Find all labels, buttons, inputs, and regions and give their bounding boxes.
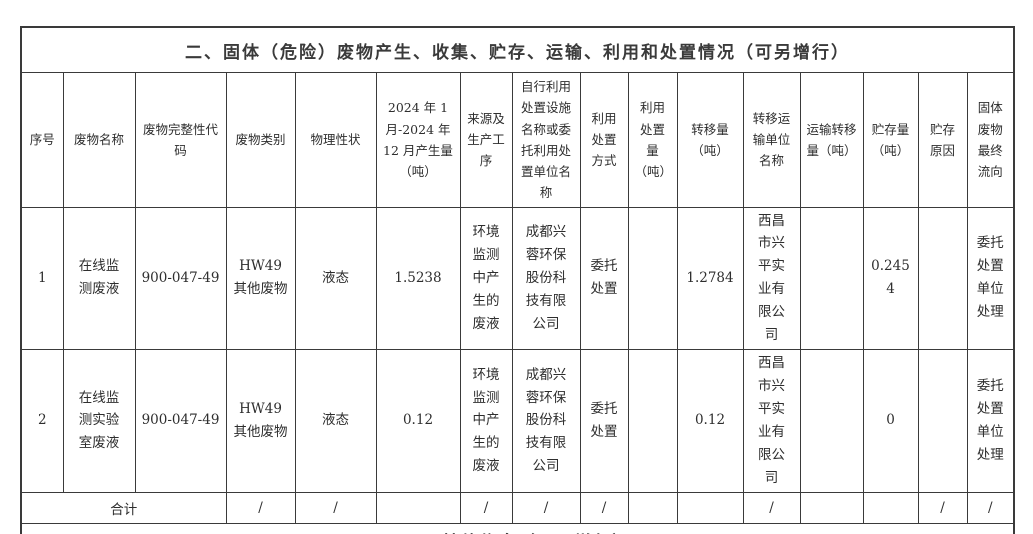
table-row: 2 在线监测实验室废液 900-047-49 HW49 其他废物 液态 0.12… [20, 349, 1015, 493]
cell-transport-transfer-amount [799, 349, 864, 493]
cell-storage-amount: 0 [862, 349, 919, 493]
cell-source-process: 环境监测中产生的废液 [459, 349, 513, 493]
cell-serial-number: 1 [20, 206, 64, 351]
cell-waste-category: HW49 其他废物 [225, 206, 296, 351]
cell-waste-name: 在线监测废液 [62, 206, 136, 351]
header-cell-disposal-amount: 利用处置量（吨） [627, 72, 678, 208]
cell-disposal-method: 委托处置 [579, 206, 629, 351]
header-cell-waste-name: 废物名称 [62, 72, 136, 208]
cell-storage-amount: 0.2454 [862, 206, 919, 351]
header-cell-annual-generation: 2024 年 1 月-2024 年 12 月产生量（吨） [375, 72, 461, 208]
total-row: 合计 / / / / / / / / [20, 491, 1015, 524]
total-cell-source-process: / [459, 491, 513, 524]
section2-title-row: 二、固体（危险）废物产生、收集、贮存、运输、利用和处置情况（可另增行） [20, 26, 1015, 73]
cell-disposal-amount [627, 349, 678, 493]
cell-transport-company: 西昌市兴平实业有限公司 [742, 349, 801, 493]
cell-physical-state: 液态 [294, 206, 377, 351]
total-label: 合计 [20, 491, 227, 524]
total-cell-transfer-amount [676, 491, 744, 524]
header-cell-waste-category: 废物类别 [225, 72, 296, 208]
total-cell-disposal-facility: / [511, 491, 581, 524]
table-header-row: 序号 废物名称 废物完整性代码 废物类别 物理性状 2024 年 1 月-202… [20, 72, 1015, 208]
header-cell-storage-amount: 贮存量（吨） [862, 72, 919, 208]
cell-transfer-amount: 0.12 [676, 349, 744, 493]
total-cell-disposal-method: / [579, 491, 629, 524]
header-cell-transfer-amount: 转移量（吨） [676, 72, 744, 208]
cell-waste-code: 900-047-49 [134, 349, 227, 493]
cell-transport-company: 西昌市兴平实业有限公司 [742, 206, 801, 351]
cell-waste-category: HW49 其他废物 [225, 349, 296, 493]
hazardous-waste-table: 二、固体（危险）废物产生、收集、贮存、运输、利用和处置情况（可另增行） 序号 废… [20, 26, 1015, 534]
header-cell-storage-reason: 贮存原因 [917, 72, 968, 208]
cell-transfer-amount: 1.2784 [676, 206, 744, 351]
cell-disposal-method: 委托处置 [579, 349, 629, 493]
header-cell-waste-code: 废物完整性代码 [134, 72, 227, 208]
total-cell-waste-category: / [225, 491, 296, 524]
header-cell-transport-transfer-amount: 运输转移量（吨） [799, 72, 864, 208]
header-cell-source-process: 来源及生产工序 [459, 72, 513, 208]
total-cell-disposal-amount [627, 491, 678, 524]
cell-physical-state: 液态 [294, 349, 377, 493]
total-cell-physical-state: / [294, 491, 377, 524]
total-cell-final-destination: / [966, 491, 1015, 524]
section2-title: 二、固体（危险）废物产生、收集、贮存、运输、利用和处置情况（可另增行） [20, 26, 1015, 73]
section3-title: 三、其他信息（可另增行） [20, 522, 1015, 534]
header-cell-transport-company: 转移运输单位名称 [742, 72, 801, 208]
header-cell-disposal-method: 利用处置方式 [579, 72, 629, 208]
cell-final-destination: 委托处置单位处理 [966, 206, 1015, 351]
total-cell-storage-reason: / [917, 491, 968, 524]
cell-waste-name: 在线监测实验室废液 [62, 349, 136, 493]
header-cell-serial-number: 序号 [20, 72, 64, 208]
cell-storage-reason [917, 349, 968, 493]
total-cell-storage-amount [862, 491, 919, 524]
cell-disposal-facility: 成都兴蓉环保股份科技有限公司 [511, 206, 581, 351]
total-cell-annual-generation [375, 491, 461, 524]
cell-disposal-facility: 成都兴蓉环保股份科技有限公司 [511, 349, 581, 493]
cell-annual-generation: 1.5238 [375, 206, 461, 351]
header-cell-physical-state: 物理性状 [294, 72, 377, 208]
cell-serial-number: 2 [20, 349, 64, 493]
cell-disposal-amount [627, 206, 678, 351]
cell-annual-generation: 0.12 [375, 349, 461, 493]
cell-waste-code: 900-047-49 [134, 206, 227, 351]
cell-transport-transfer-amount [799, 206, 864, 351]
header-cell-final-destination: 固体废物最终流向 [966, 72, 1015, 208]
cell-final-destination: 委托处置单位处理 [966, 349, 1015, 493]
section3-title-row: 三、其他信息（可另增行） [20, 522, 1015, 534]
header-cell-disposal-facility: 自行利用处置设施名称或委托利用处置单位名称 [511, 72, 581, 208]
cell-source-process: 环境监测中产生的废液 [459, 206, 513, 351]
total-cell-transport-company: / [742, 491, 801, 524]
table-row: 1 在线监测废液 900-047-49 HW49 其他废物 液态 1.5238 … [20, 206, 1015, 351]
cell-storage-reason [917, 206, 968, 351]
total-cell-transport-transfer-amount [799, 491, 864, 524]
